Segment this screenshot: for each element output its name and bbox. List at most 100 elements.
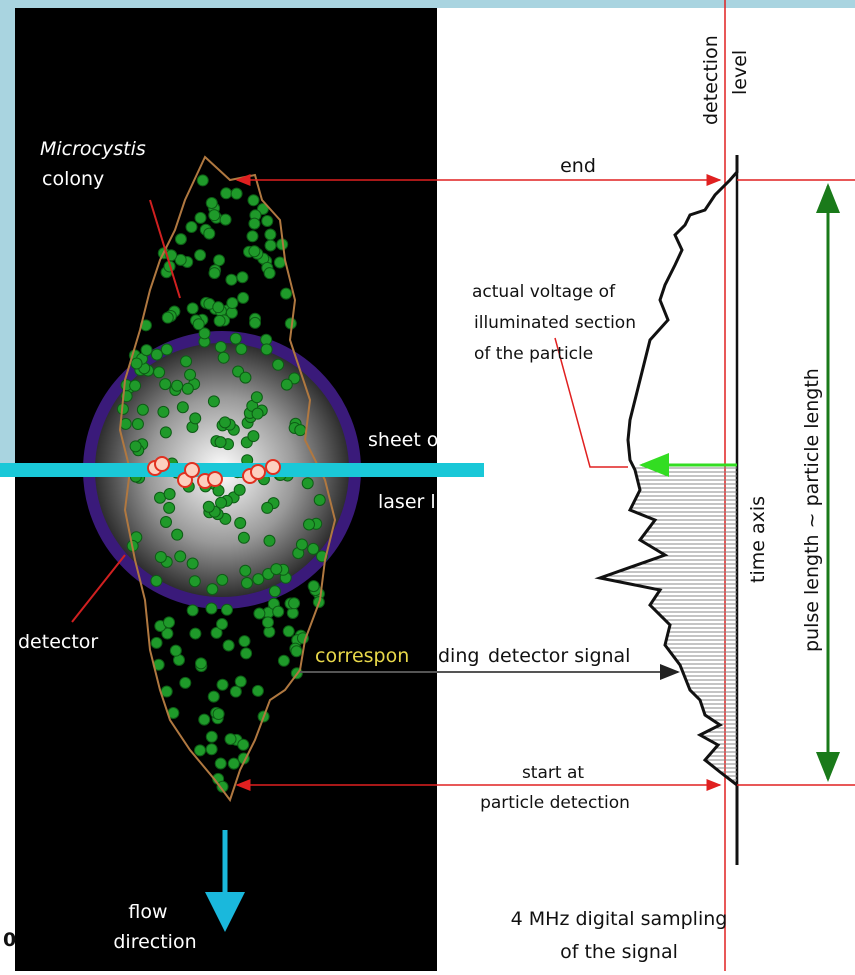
cell [248,217,261,230]
cell [290,645,303,658]
cell [130,357,143,370]
cell [277,654,290,667]
cell [171,528,184,541]
cell [207,395,220,408]
cell [219,213,232,226]
detector-label: detector [18,631,98,653]
pulse-length-label: pulse length ~ particle length [801,368,823,652]
cell [205,743,218,756]
cell [160,343,173,356]
cell [195,657,208,670]
cell [240,647,253,660]
cell [159,426,172,439]
cell [186,604,199,617]
cell [226,297,239,310]
voltage-label: of the particle [474,344,593,364]
lit-cell [184,462,200,478]
cell [251,407,264,420]
cell [236,271,249,284]
cell [174,550,187,563]
lit-cell [250,464,266,480]
cell [205,602,218,615]
lit-cell [265,459,281,475]
cell [294,424,307,437]
cell [176,401,189,414]
cell [250,391,263,404]
cell [237,291,250,304]
cell [213,314,226,327]
cell [189,627,202,640]
cell [171,379,184,392]
colony-label: Microcystis [40,138,146,160]
cell [208,267,221,280]
cell [273,256,286,269]
cell [230,187,243,200]
cell [153,366,166,379]
leader-line [71,554,126,623]
cell [301,477,314,490]
cell [174,233,187,246]
cell [220,187,233,200]
cell [313,493,326,506]
cell [205,196,218,209]
laser-label: laser light [378,491,472,513]
cell [207,690,220,703]
caption: 4 MHz digital sampling [511,908,728,930]
detection-level-label: detection [700,35,722,125]
illuminated-cells [147,456,281,489]
cell [216,780,229,793]
cell [194,744,206,757]
cell [198,327,211,340]
cell [218,416,231,429]
cell [217,351,230,364]
cell [214,757,227,770]
cell [251,684,264,697]
start-label: start at [522,763,584,783]
cell [160,685,173,698]
cell [163,616,176,629]
cell [225,273,238,286]
cell [282,625,295,638]
cell [188,575,201,588]
cell [216,573,229,586]
cell [280,378,293,391]
cell [194,249,207,262]
signal-label: detector signal [488,645,630,667]
cell [272,358,285,371]
cell [307,580,320,593]
cell [233,483,246,496]
laser-label: sheet of [368,429,446,451]
edge-mark: 0 [3,929,16,951]
cell [263,267,276,280]
top-border [0,0,855,8]
cell [238,635,251,648]
cell [260,343,273,356]
signal-label: correspon [315,645,409,667]
colony-label: colony [42,168,104,190]
voltage-label: illuminated section [474,313,636,333]
cell [174,253,187,266]
cell [216,618,229,631]
cell [150,636,163,649]
cell [136,403,149,416]
cell [229,685,242,698]
cell [157,405,170,418]
cell [214,436,227,449]
cell [222,639,235,652]
cell [212,301,225,314]
cell [169,644,182,657]
cell [140,344,153,357]
voltage-label: actual voltage of [472,282,616,302]
cell [263,534,276,547]
signal-label: ding [438,645,479,667]
cell [224,733,237,746]
cell [229,332,242,345]
cell [252,573,265,586]
sampling-hatch [605,467,737,781]
cell [247,430,260,443]
cell [129,440,142,453]
cell [288,597,301,610]
cell [203,227,216,240]
colony-outline [118,155,337,803]
